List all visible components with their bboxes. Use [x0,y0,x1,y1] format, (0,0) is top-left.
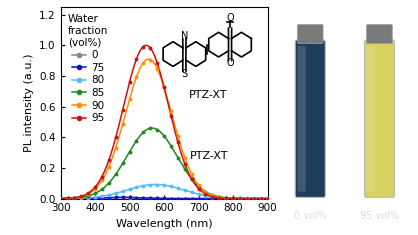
FancyBboxPatch shape [298,46,306,192]
FancyBboxPatch shape [367,25,392,43]
Y-axis label: PL intensity (a.u.): PL intensity (a.u.) [23,54,33,152]
Text: O: O [226,59,234,68]
FancyBboxPatch shape [367,46,375,192]
Text: N: N [181,31,188,41]
Text: PTZ-XT: PTZ-XT [190,151,229,161]
Text: 95 vol%: 95 vol% [360,211,399,221]
Text: PTZ-XT: PTZ-XT [189,90,227,100]
Text: O: O [226,13,234,23]
Legend: 0, 75, 80, 85, 90, 95: 0, 75, 80, 85, 90, 95 [66,12,110,125]
FancyBboxPatch shape [295,40,325,197]
X-axis label: Wavelength (nm): Wavelength (nm) [116,219,212,229]
FancyBboxPatch shape [364,40,395,197]
Text: S: S [181,69,187,79]
FancyBboxPatch shape [298,25,323,43]
Text: 0 vol%: 0 vol% [294,211,326,221]
